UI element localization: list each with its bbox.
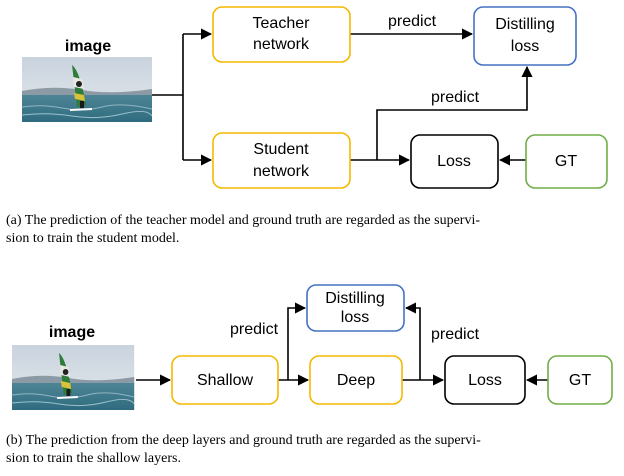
- distilling-label: Distilling: [325, 290, 385, 307]
- deep-box: [309, 355, 403, 405]
- edge: [404, 302, 421, 380]
- distilling-box: [473, 6, 577, 66]
- gt-label: GT: [555, 153, 577, 170]
- loss-box: [410, 134, 499, 189]
- caption: (b) The prediction from the deep layers …: [6, 433, 481, 448]
- edge: [376, 65, 533, 160]
- distilling-label: Distilling: [495, 16, 555, 33]
- shallow-box: [171, 355, 279, 405]
- teacher-label: Teacher: [253, 15, 311, 32]
- edge: [287, 302, 307, 380]
- edge: [152, 34, 184, 160]
- distilling-label: loss: [511, 38, 539, 55]
- loss-label: Loss: [468, 372, 502, 389]
- input-image: [21, 56, 153, 123]
- distilling-box: [306, 284, 405, 332]
- input-image: [11, 344, 136, 411]
- deep-label: Deep: [337, 372, 375, 389]
- edge-label: predict: [388, 13, 437, 30]
- edge-label: predict: [431, 326, 480, 343]
- image-label: image: [49, 324, 95, 341]
- shallow-label: Shallow: [197, 372, 253, 389]
- caption: (a) The prediction of the teacher model …: [6, 213, 480, 228]
- gt-box: [547, 355, 613, 405]
- teacher-box: [212, 6, 351, 63]
- teacher-label: network: [253, 36, 310, 53]
- gt-box: [525, 134, 608, 189]
- caption: sion to train the shallow layers.: [6, 451, 181, 466]
- gt-label: GT: [569, 372, 591, 389]
- distilling-label: loss: [341, 309, 369, 326]
- student-box: [212, 132, 351, 189]
- edge-label: predict: [230, 321, 279, 338]
- caption: sion to train the student model.: [6, 231, 179, 246]
- loss-label: Loss: [437, 153, 471, 170]
- image-label: image: [65, 38, 111, 55]
- student-label: Student: [253, 141, 309, 158]
- loss-box: [444, 355, 526, 405]
- student-label: network: [253, 163, 310, 180]
- edge-label: predict: [431, 89, 480, 106]
